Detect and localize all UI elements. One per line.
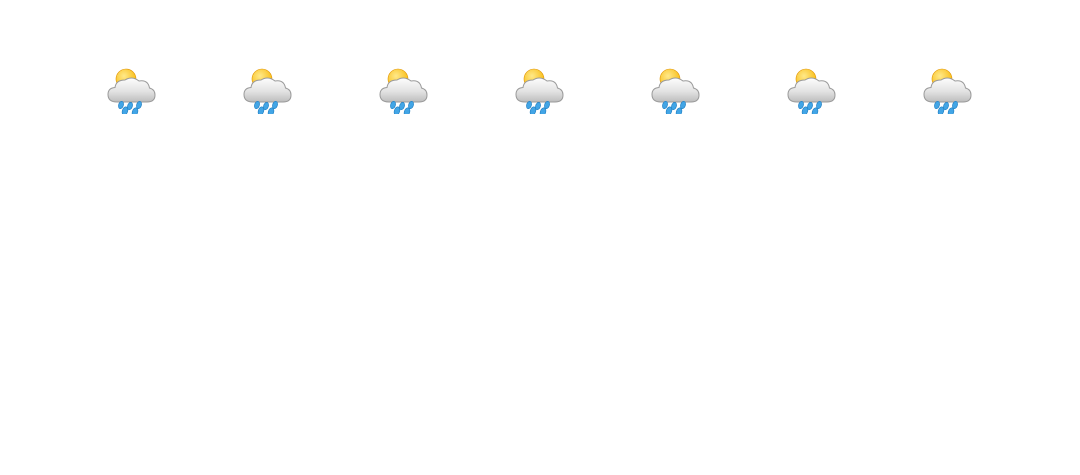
day-column: [878, 38, 1014, 468]
day-column: [62, 38, 198, 468]
weather-icon: [515, 68, 564, 114]
weather-icon: [923, 68, 972, 114]
day-column: [606, 38, 742, 468]
rain-drops-icon: [934, 101, 958, 114]
rain-drops-icon: [526, 101, 550, 114]
rain-drops-icon: [798, 101, 822, 114]
cloud-icon: [243, 77, 292, 103]
day-column: [334, 38, 470, 468]
weather-icon: [787, 68, 836, 114]
weather-icon: [243, 68, 292, 114]
day-column: [470, 38, 606, 468]
cloud-icon: [923, 77, 972, 103]
rain-drops-icon: [254, 101, 278, 114]
weather-icon: [379, 68, 428, 114]
weather-icon: [651, 68, 700, 114]
day-column: [198, 38, 334, 468]
rain-drops-icon: [118, 101, 142, 114]
cloud-icon: [379, 77, 428, 103]
cloud-icon: [515, 77, 564, 103]
cloud-icon: [651, 77, 700, 103]
cloud-icon: [107, 77, 156, 103]
rain-drops-icon: [662, 101, 686, 114]
cloud-icon: [787, 77, 836, 103]
weather-icon: [107, 68, 156, 114]
rain-drops-icon: [390, 101, 414, 114]
day-column: [742, 38, 878, 468]
